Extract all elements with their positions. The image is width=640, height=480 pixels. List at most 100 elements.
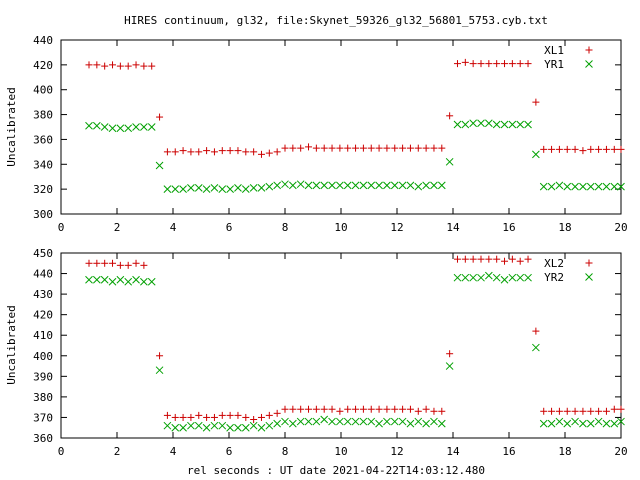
- data-point-yr1: [579, 182, 587, 191]
- data-point-xl1: [430, 144, 438, 152]
- data-point-yr1: [524, 120, 532, 129]
- data-point-xl2: [414, 407, 422, 415]
- data-point-xl1: [414, 144, 422, 152]
- bottom-panel-ylabel: Uncalibrated: [5, 305, 18, 384]
- data-point-yr2: [516, 273, 525, 282]
- data-point-xl2: [548, 407, 556, 415]
- data-point-yr1: [202, 185, 211, 193]
- data-point-xl1: [383, 144, 391, 152]
- top-x-tick-label: 6: [226, 221, 233, 234]
- data-point-yr2: [273, 419, 282, 428]
- top-x-tick-label: 18: [558, 221, 571, 234]
- data-point-yr2: [586, 419, 595, 428]
- data-point-yr1: [375, 181, 383, 190]
- data-point-yr1: [532, 150, 540, 159]
- data-point-xl1: [148, 62, 156, 70]
- data-point-xl2: [406, 405, 414, 413]
- data-point-yr1: [257, 184, 266, 192]
- data-point-xl2: [312, 405, 320, 413]
- data-point-xl1: [555, 145, 563, 153]
- data-point-yr2: [390, 417, 399, 426]
- data-point-yr2: [288, 419, 297, 428]
- data-point-yr2: [234, 423, 242, 432]
- data-point-xl2: [430, 407, 438, 415]
- data-point-xl1: [469, 60, 477, 68]
- top-x-tick-label: 4: [170, 221, 177, 234]
- data-point-yr1: [273, 181, 282, 190]
- legend-label-xl1: XL1: [544, 44, 564, 57]
- data-point-yr1: [610, 182, 619, 191]
- data-point-xl1: [422, 144, 430, 152]
- top-panel-ylabel: Uncalibrated: [5, 87, 18, 166]
- data-point-xl2: [453, 255, 461, 263]
- data-point-yr1: [461, 120, 470, 129]
- data-point-xl2: [124, 261, 132, 269]
- data-point-xl2: [555, 407, 563, 415]
- bottom-y-tick-label: 420: [33, 309, 53, 322]
- data-point-xl2: [477, 255, 485, 263]
- data-point-yr1: [234, 184, 242, 192]
- data-point-yr2: [187, 421, 195, 430]
- data-point-xl1: [375, 144, 383, 152]
- data-point-xl1: [344, 144, 352, 152]
- bottom-y-tick-label: 440: [33, 268, 53, 281]
- data-point-xl1: [234, 147, 242, 155]
- data-point-xl2: [571, 407, 579, 415]
- data-point-yr1: [226, 185, 234, 193]
- data-point-xl2: [485, 255, 493, 263]
- data-point-yr2: [328, 417, 336, 426]
- data-point-yr2: [163, 421, 172, 430]
- data-point-xl1: [116, 62, 124, 70]
- data-point-yr1: [586, 182, 595, 191]
- data-point-yr2: [602, 419, 611, 428]
- data-point-yr2: [320, 415, 329, 424]
- data-point-yr1: [398, 181, 407, 190]
- bottom-y-tick-label: 390: [33, 370, 53, 383]
- data-point-xl1: [602, 145, 610, 153]
- data-point-yr2: [477, 273, 485, 282]
- data-point-xl1: [336, 144, 344, 152]
- data-point-xl1: [109, 61, 117, 69]
- data-point-xl1: [312, 144, 320, 152]
- data-point-xl1: [461, 58, 469, 66]
- data-point-xl1: [524, 60, 532, 68]
- bottom-x-tick-label: 8: [282, 445, 289, 458]
- data-point-xl2: [85, 259, 93, 267]
- data-point-yr2: [617, 417, 625, 426]
- data-point-xl2: [469, 255, 477, 263]
- data-point-yr2: [194, 421, 203, 430]
- data-point-xl2: [367, 405, 375, 413]
- data-point-xl1: [250, 148, 258, 156]
- data-point-yr2: [500, 275, 509, 284]
- bottom-x-tick-label: 20: [614, 445, 627, 458]
- data-point-xl1: [595, 145, 603, 153]
- data-point-xl1: [195, 148, 203, 156]
- top-y-tick-label: 340: [33, 158, 53, 171]
- data-point-xl2: [171, 413, 179, 421]
- data-point-yr2: [147, 277, 156, 286]
- data-point-yr2: [492, 273, 501, 282]
- data-point-yr2: [257, 423, 266, 432]
- data-point-yr2: [210, 421, 219, 430]
- data-point-xl2: [422, 405, 430, 413]
- data-point-yr1: [194, 184, 203, 192]
- data-point-xl2: [579, 407, 587, 415]
- data-point-yr2: [85, 275, 93, 284]
- data-point-yr1: [430, 181, 438, 190]
- data-point-xl1: [617, 145, 625, 153]
- top-y-tick-label: 440: [33, 34, 53, 47]
- data-point-yr2: [100, 275, 109, 284]
- legend-marker-xl2: [585, 259, 593, 267]
- data-point-yr1: [85, 121, 93, 130]
- bottom-y-tick-label: 380: [33, 391, 53, 404]
- data-point-xl2: [391, 405, 399, 413]
- data-point-xl1: [85, 61, 93, 69]
- data-point-yr1: [539, 182, 548, 191]
- data-point-xl2: [336, 407, 344, 415]
- data-point-yr2: [461, 273, 470, 282]
- data-point-xl1: [124, 62, 132, 70]
- data-point-yr2: [571, 417, 579, 426]
- bottom-x-tick-label: 16: [502, 445, 515, 458]
- data-point-yr1: [296, 180, 305, 189]
